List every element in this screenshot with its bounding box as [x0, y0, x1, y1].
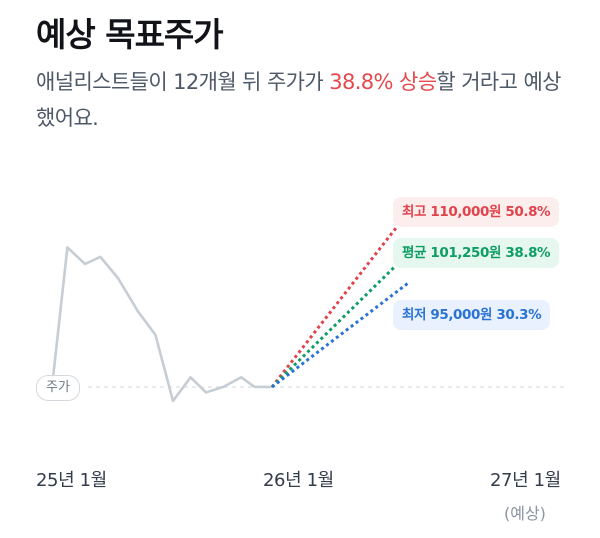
- target-high-label: 최고 110,000원 50.8%: [393, 197, 560, 227]
- page-title: 예상 목표주가: [36, 15, 224, 54]
- forecast-avg-line: [270, 252, 410, 389]
- x-tick-label: 25년 1월: [36, 470, 107, 491]
- forecast-description: 애널리스트들이 12개월 뒤 주가가 38.8% 상승할 거라고 예상했어요.: [36, 64, 576, 136]
- desc-text-after: 할 거라고 예상했어요.: [36, 70, 562, 130]
- forecast-note: (예상): [504, 504, 546, 523]
- price-history-line: [50, 246, 273, 403]
- x-tick-label: 26년 1월: [263, 470, 334, 491]
- desc-highlight: 38.8% 상승: [329, 70, 437, 94]
- target-low-label: 최저 95,000원 30.3%: [393, 300, 551, 330]
- forecast-low-line: [271, 281, 410, 389]
- x-tick-label: 27년 1월: [490, 470, 561, 491]
- desc-text-before: 애널리스트들이 12개월 뒤 주가가: [36, 70, 330, 94]
- current-price-tag: 주가: [36, 375, 80, 401]
- target-avg-label: 평균 101,250원 38.8%: [393, 238, 560, 268]
